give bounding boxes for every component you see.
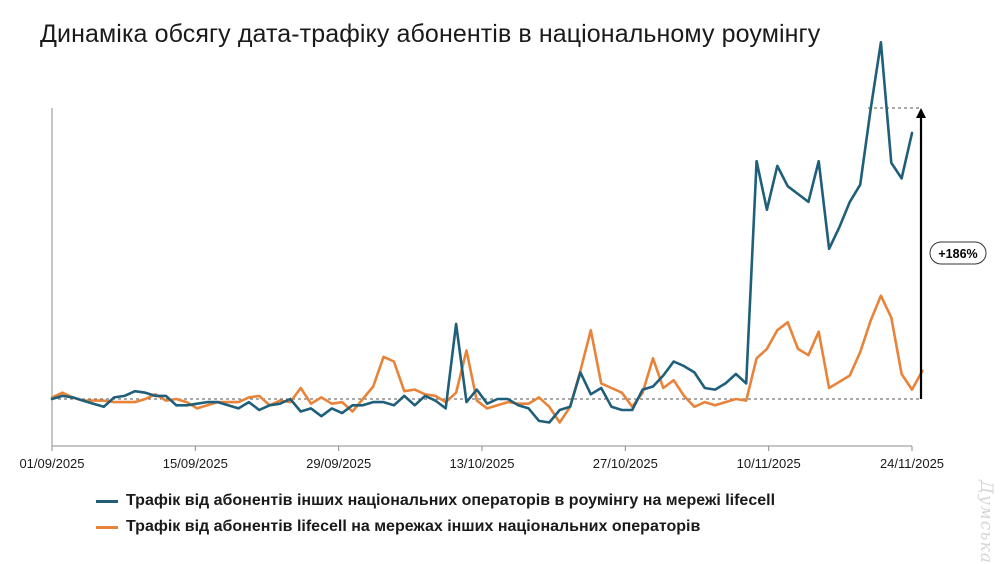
annotation-pill	[929, 241, 987, 265]
legend-item-series-1: Трафік від абонентів інших національних …	[96, 488, 775, 514]
chart-title: Динаміка обсягу дата-трафіку абонентів в…	[40, 20, 821, 48]
x-tick-label: 27/10/2025	[593, 456, 658, 471]
series-line-1	[50, 40, 914, 424]
x-tick-label: 29/09/2025	[306, 456, 371, 471]
chart-legend: Трафік від абонентів інших національних …	[96, 488, 775, 540]
x-tick-label: 01/09/2025	[19, 456, 84, 471]
x-tick-label: 13/10/2025	[449, 456, 514, 471]
annotation-label: +186%	[938, 247, 977, 261]
watermark-logo: Думська	[976, 480, 996, 564]
series-line-2	[50, 294, 924, 424]
annotation-arrow-head	[916, 108, 926, 118]
x-tick-label: 10/11/2025	[737, 456, 801, 471]
legend-label-series-1: Трафік від абонентів інших національних …	[126, 492, 776, 509]
x-tick-label: 24/11/2025	[880, 456, 944, 471]
x-tick-label: 15/09/2025	[163, 456, 228, 471]
legend-swatch-series-1	[96, 499, 118, 503]
legend-label-series-2: Трафік від абонентів lifecell на мережах…	[126, 518, 701, 535]
legend-item-series-2: Трафік від абонентів lifecell на мережах…	[96, 514, 775, 540]
legend-swatch-series-2	[96, 525, 118, 529]
